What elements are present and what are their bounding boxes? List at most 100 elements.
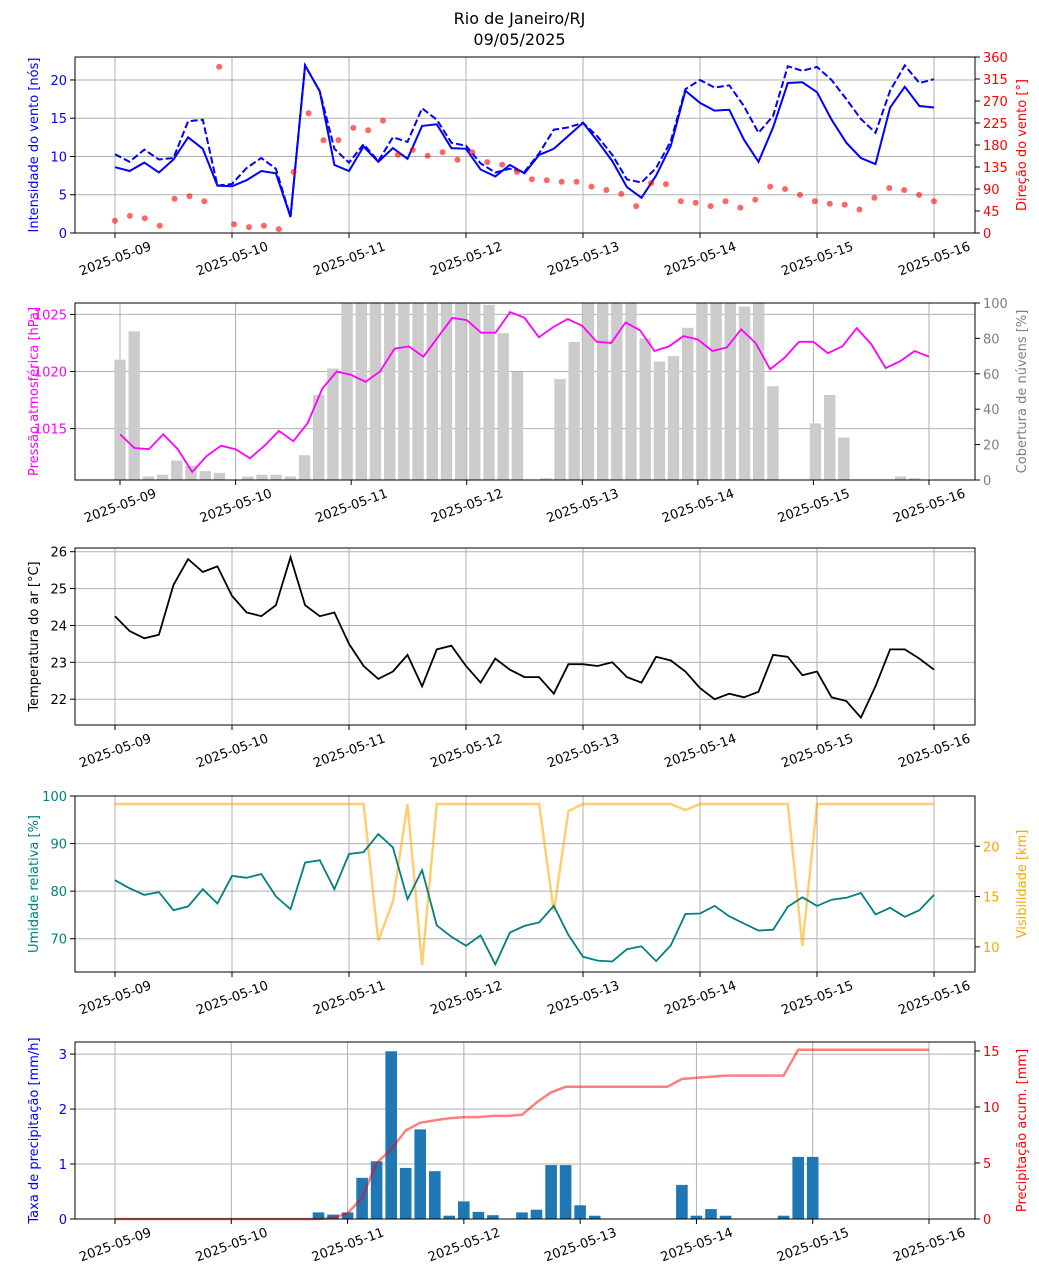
y-tick-label-left: 3 xyxy=(59,1048,67,1063)
y-tick-label-left: 1020 xyxy=(34,366,67,381)
cloud-bar xyxy=(639,338,651,480)
x-tick-label: 2025-05-14 xyxy=(662,239,738,279)
cloud-bar xyxy=(142,476,155,480)
wind-direction-point xyxy=(260,222,267,229)
y-tick-label-right: 315 xyxy=(983,73,1008,88)
x-tick-label: 2025-05-13 xyxy=(543,1225,619,1265)
y-axis-label-right: Cobertura de núvens [%] xyxy=(1015,310,1030,474)
y-tick-label-right: 15 xyxy=(983,891,1000,906)
cloud-bar xyxy=(355,303,367,480)
humidity-visibility-chart: 70 80 90 100 10 15 20 2025-05-09 2025-05-10 2025-… xyxy=(27,790,1030,1018)
cloud-bar xyxy=(625,303,637,480)
wind-direction-point xyxy=(335,137,342,144)
cloud-bar xyxy=(185,465,197,480)
wind-direction-point xyxy=(499,161,506,168)
x-tick-label: 2025-05-12 xyxy=(428,978,504,1018)
x-tick-label: 2025-05-09 xyxy=(77,978,153,1018)
precipitation-chart: 0 1 2 3 0 5 10 15 2025-05-09 2025-05-10 2025-05-11… xyxy=(27,1037,1030,1265)
x-tick-label: 2025-05-13 xyxy=(545,486,621,526)
precip-rate-bar xyxy=(443,1215,456,1219)
wind-direction-point xyxy=(186,193,193,200)
wind-direction-point xyxy=(424,152,431,159)
axes-frame xyxy=(74,302,976,481)
wind-direction-point xyxy=(469,149,476,156)
y-axis-label-left: Taxa de precipitação [mm/h] xyxy=(27,1037,42,1224)
x-tick-label: 2025-05-12 xyxy=(428,731,504,771)
wind-direction-point xyxy=(722,198,729,205)
precip-rate-bar xyxy=(472,1211,485,1219)
y-axis-label-left: Intensidade do vento [nós] xyxy=(27,58,42,233)
cloud-bar xyxy=(114,359,126,480)
cloud-bar xyxy=(171,460,183,480)
cloud-bar xyxy=(824,395,836,480)
x-tick-label: 2025-05-13 xyxy=(545,978,621,1018)
cloud-bar xyxy=(511,372,524,480)
cloud-bar xyxy=(398,303,410,480)
cloud-bar xyxy=(284,476,296,480)
x-tick-label: 2025-05-16 xyxy=(891,486,967,526)
cloud-bar xyxy=(298,455,311,480)
wind-direction-point xyxy=(767,183,774,190)
y-tick-label-right: 360 xyxy=(983,51,1008,66)
wind-direction-point xyxy=(380,117,386,124)
cloud-bar xyxy=(426,303,438,480)
x-tick-label: 2025-05-14 xyxy=(659,1225,735,1265)
y-tick-label-left: 90 xyxy=(50,838,67,853)
wind-direction-point xyxy=(365,127,372,134)
x-tick-label: 2025-05-15 xyxy=(775,1225,851,1265)
x-tick-label: 2025-05-15 xyxy=(779,978,855,1018)
x-tick-label: 2025-05-11 xyxy=(310,1225,386,1265)
x-tick-label: 2025-05-13 xyxy=(545,731,621,771)
series-visibility xyxy=(115,802,934,966)
precip-rate-bar xyxy=(588,1215,601,1219)
cloud-bar xyxy=(696,303,708,480)
y-tick-label-left: 1 xyxy=(59,1158,67,1173)
y-tick-label-right: 10 xyxy=(983,1101,1000,1116)
cloud-bar xyxy=(554,379,566,480)
y-axis-label-left: Pressão atmosférica [hPa] xyxy=(27,307,42,476)
precip-rate-bar xyxy=(719,1215,732,1219)
wind-direction-point xyxy=(871,194,878,201)
y-tick-label-right: 0 xyxy=(983,227,991,242)
wind-direction-point xyxy=(514,168,521,175)
y-tick-label-right: 100 xyxy=(983,297,1008,312)
cloud-bar xyxy=(582,303,595,480)
precip-rate-bar xyxy=(414,1129,426,1219)
x-tick-label: 2025-05-11 xyxy=(311,731,387,771)
wind-direction-point xyxy=(394,151,401,158)
x-tick-label: 2025-05-12 xyxy=(426,1225,502,1265)
wind-direction-point xyxy=(737,204,744,211)
x-tick-label: 2025-05-16 xyxy=(896,731,972,771)
wind-direction-point xyxy=(543,177,550,184)
wind-direction-point xyxy=(231,221,238,228)
wind-direction-point xyxy=(454,156,461,163)
cloud-bar xyxy=(313,395,325,480)
cloud-bar xyxy=(497,333,509,480)
wind-direction-point xyxy=(573,178,580,185)
wind-direction-point xyxy=(677,198,684,205)
cloud-bar xyxy=(909,478,921,480)
y-tick-label-left: 10 xyxy=(50,150,67,165)
wind-direction-point xyxy=(916,191,923,198)
y-tick-label-left: 24 xyxy=(50,619,67,634)
y-tick-label-left: 20 xyxy=(50,74,67,89)
cloud-bar xyxy=(838,437,850,480)
temperature-chart: 22 23 24 25 26 2025-05-09 2025-05-10 2025-05-11… xyxy=(27,546,976,771)
wind-direction-point xyxy=(707,203,714,210)
y-tick-label-left: 5 xyxy=(59,189,67,204)
x-tick-label: 2025-05-09 xyxy=(77,239,153,279)
y-tick-label-right: 0 xyxy=(983,474,991,489)
precip-rate-bar xyxy=(559,1165,572,1219)
wind-direction-point xyxy=(603,187,610,193)
wind-direction-point xyxy=(409,146,416,153)
wind-direction-point xyxy=(901,187,908,193)
series-pressure xyxy=(119,311,930,474)
x-tick-label: 2025-05-10 xyxy=(194,239,270,279)
x-tick-label: 2025-05-15 xyxy=(776,486,852,526)
y-tick-label-left: 0 xyxy=(59,227,67,242)
series-humidity xyxy=(114,832,935,967)
x-tick-label: 2025-05-14 xyxy=(662,731,738,771)
x-tick-label: 2025-05-14 xyxy=(660,486,736,526)
y-tick-label-right: 20 xyxy=(983,439,1000,454)
cloud-bar xyxy=(738,306,751,480)
